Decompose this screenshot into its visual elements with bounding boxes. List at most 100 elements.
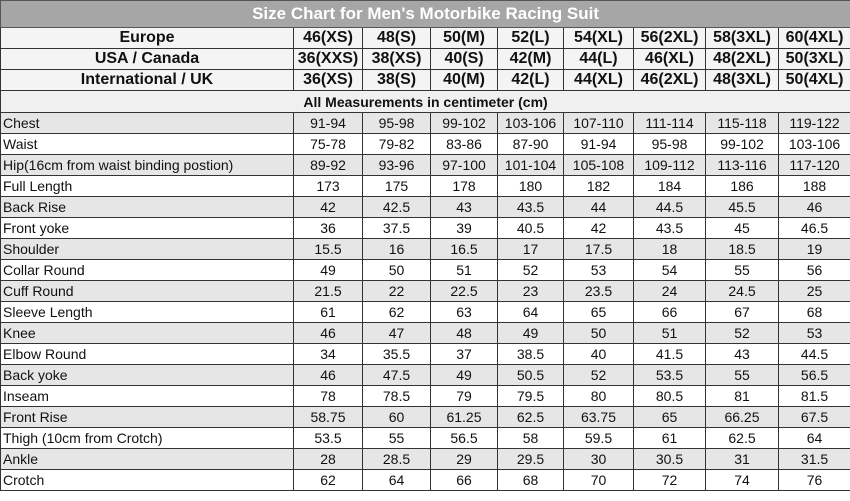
measurement-cell: 44 [563, 196, 634, 218]
measurement-cell: 17 [497, 238, 564, 260]
measurement-cell: 47.5 [362, 364, 431, 386]
measurement-cell: 76 [777, 469, 850, 491]
measurement-cell: 78 [293, 385, 363, 407]
measurement-row: Knee 46 47 48 49 50 51 52 53 [0, 322, 850, 344]
measurement-cell: 46 [293, 364, 363, 386]
measurement-label: Inseam [0, 385, 294, 407]
measurement-cell: 95-98 [633, 133, 706, 155]
measurement-cell: 56 [777, 259, 850, 281]
measurement-cell: 99-102 [705, 133, 779, 155]
size-cell: 52(L) [497, 27, 564, 49]
measurement-cell: 59.5 [563, 427, 634, 449]
measurement-cell: 61 [633, 427, 706, 449]
measurement-cell: 107-110 [563, 112, 634, 134]
size-cell: 50(M) [430, 27, 498, 49]
measurement-row: Sleeve Length 61 62 63 64 65 66 67 68 [0, 301, 850, 323]
chart-title: Size Chart for Men's Motorbike Racing Su… [0, 0, 850, 28]
measurement-cell: 53.5 [633, 364, 706, 386]
measurement-cell: 58 [497, 427, 564, 449]
measurement-cell: 182 [563, 175, 634, 197]
measurement-cell: 42 [293, 196, 363, 218]
measurement-cell: 67 [705, 301, 779, 323]
measurement-cell: 35.5 [362, 343, 431, 365]
size-cell: 48(2XL) [705, 48, 779, 70]
measurement-cell: 75-78 [293, 133, 363, 155]
measurement-cell: 47 [362, 322, 431, 344]
measurement-cell: 34 [293, 343, 363, 365]
size-cell: 44(L) [563, 48, 634, 70]
measurement-cell: 21.5 [293, 280, 363, 302]
size-cell: 36(XS) [293, 69, 363, 91]
measurement-cell: 38.5 [497, 343, 564, 365]
measurement-cell: 51 [430, 259, 498, 281]
size-cell: 38(S) [362, 69, 431, 91]
measurement-row: Front yoke 36 37.5 39 40.5 42 43.5 45 46.5 [0, 217, 850, 239]
measurement-cell: 80.5 [633, 385, 706, 407]
measurement-cell: 37.5 [362, 217, 431, 239]
measurement-cell: 46 [777, 196, 850, 218]
measurement-cell: 45.5 [705, 196, 779, 218]
measurement-label: Knee [0, 322, 294, 344]
measurement-row: Elbow Round 34 35.5 37 38.5 40 41.5 43 44.5 [0, 343, 850, 365]
measurement-cell: 54 [633, 259, 706, 281]
measurement-row: Full Length 173 175 178 180 182 184 186 188 [0, 175, 850, 197]
measurement-cell: 19 [777, 238, 850, 260]
units-note: All Measurements in centimeter (cm) [0, 90, 850, 113]
measurement-label: Back yoke [0, 364, 294, 386]
measurement-cell: 64 [777, 427, 850, 449]
measurement-cell: 79-82 [362, 133, 431, 155]
measurement-cell: 87-90 [497, 133, 564, 155]
measurement-cell: 53 [563, 259, 634, 281]
measurement-row: Waist 75-78 79-82 83-86 87-90 91-94 95-98 99-10… [0, 133, 850, 155]
measurement-cell: 55 [362, 427, 431, 449]
size-cell: 50(4XL) [777, 69, 850, 91]
measurement-cell: 91-94 [563, 133, 634, 155]
measurement-cell: 91-94 [293, 112, 363, 134]
measurement-cell: 24.5 [705, 280, 779, 302]
measurement-cell: 62.5 [497, 406, 564, 428]
measurement-cell: 28.5 [362, 448, 431, 470]
measurement-cell: 16 [362, 238, 431, 260]
measurement-cell: 52 [705, 322, 779, 344]
measurement-cell: 93-96 [362, 154, 431, 176]
measurement-cell: 18 [633, 238, 706, 260]
measurement-cell: 62.5 [705, 427, 779, 449]
measurement-cell: 30.5 [633, 448, 706, 470]
measurement-cell: 95-98 [362, 112, 431, 134]
size-cell: 46(XS) [293, 27, 363, 49]
measurement-row: Crotch 62 64 66 68 70 72 74 76 [0, 469, 850, 491]
measurement-cell: 28 [293, 448, 363, 470]
measurement-row: Front Rise 58.75 60 61.25 62.5 63.75 65 66.25 67… [0, 406, 850, 428]
measurement-label: Sleeve Length [0, 301, 294, 323]
measurement-cell: 16.5 [430, 238, 498, 260]
measurement-label: Front Rise [0, 406, 294, 428]
measurement-cell: 43 [705, 343, 779, 365]
units-note-row: All Measurements in centimeter (cm) [0, 90, 850, 113]
measurement-cell: 79.5 [497, 385, 564, 407]
size-cell: 42(L) [497, 69, 564, 91]
measurement-cell: 36 [293, 217, 363, 239]
measurement-cell: 49 [293, 259, 363, 281]
measurement-cell: 25 [777, 280, 850, 302]
measurement-row: Back yoke 46 47.5 49 50.5 52 53.5 55 56.5 [0, 364, 850, 386]
measurement-row: Shoulder 15.5 16 16.5 17 17.5 18 18.5 19 [0, 238, 850, 260]
measurement-cell: 115-118 [705, 112, 779, 134]
measurement-cell: 43 [430, 196, 498, 218]
size-cell: 50(3XL) [777, 48, 850, 70]
measurement-cell: 42.5 [362, 196, 431, 218]
measurement-cell: 23.5 [563, 280, 634, 302]
size-cell: 36(XXS) [293, 48, 363, 70]
measurement-cell: 62 [293, 469, 363, 491]
measurement-cell: 81 [705, 385, 779, 407]
measurement-cell: 49 [497, 322, 564, 344]
measurement-cell: 103-106 [497, 112, 564, 134]
measurement-cell: 64 [362, 469, 431, 491]
size-cell: 38(XS) [362, 48, 431, 70]
measurement-cell: 61 [293, 301, 363, 323]
measurement-cell: 180 [497, 175, 564, 197]
measurement-cell: 29.5 [497, 448, 564, 470]
measurement-row: Cuff Round 21.5 22 22.5 23 23.5 24 24.5 25 [0, 280, 850, 302]
measurement-cell: 52 [563, 364, 634, 386]
measurement-cell: 68 [777, 301, 850, 323]
measurement-cell: 17.5 [563, 238, 634, 260]
